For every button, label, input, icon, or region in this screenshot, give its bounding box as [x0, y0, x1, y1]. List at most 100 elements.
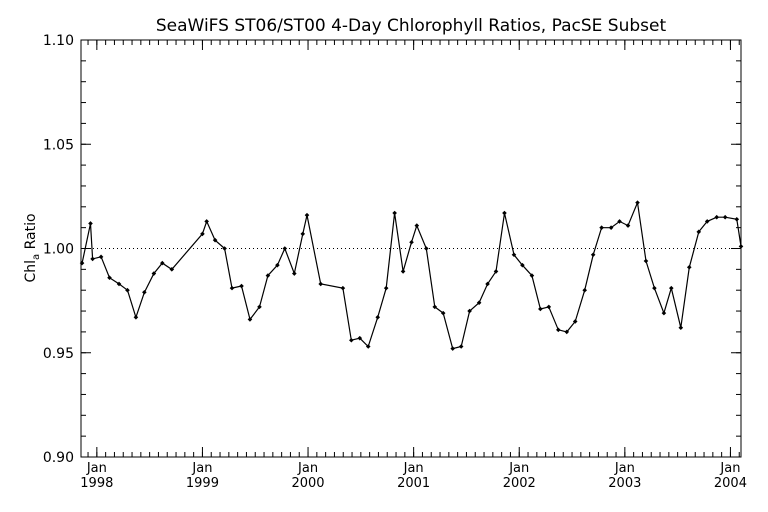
- data-point: [304, 212, 310, 218]
- data-point: [200, 231, 205, 237]
- data-point: [696, 229, 702, 235]
- y-tick-label: 1.10: [43, 33, 74, 49]
- data-point: [318, 281, 324, 287]
- data-point: [282, 246, 288, 251]
- data-point: [678, 325, 684, 331]
- data-point: [392, 210, 397, 216]
- x-tick-year-label: 2002: [503, 476, 536, 491]
- y-axis-label: Chla Ratio: [23, 213, 42, 282]
- data-point: [383, 285, 389, 291]
- data-point: [239, 283, 244, 289]
- data-point: [357, 335, 363, 341]
- data-point: [485, 281, 490, 287]
- data-point: [652, 285, 657, 291]
- data-point: [590, 252, 596, 258]
- data-point: [450, 346, 456, 351]
- x-tick-year-label: 1999: [186, 476, 219, 491]
- data-point: [625, 223, 631, 228]
- data-point: [556, 327, 561, 333]
- x-tick-month-label: Jan: [191, 461, 212, 476]
- x-tick-month-label: Jan: [719, 461, 740, 476]
- x-tick-month-label: Jan: [614, 461, 635, 476]
- data-point: [476, 300, 482, 306]
- data-point: [375, 315, 381, 320]
- data-point: [458, 344, 464, 349]
- data-point: [90, 256, 95, 262]
- data-point: [151, 271, 157, 276]
- data-point: [529, 273, 535, 278]
- data-point: [340, 285, 346, 291]
- x-tick-month-label: Jan: [297, 461, 318, 476]
- data-point: [661, 310, 667, 316]
- data-point: [116, 281, 122, 287]
- data-point: [467, 308, 472, 314]
- data-point: [292, 271, 297, 276]
- data-point: [98, 254, 104, 260]
- y-axis-label-subscript: a: [31, 254, 42, 260]
- data-point: [275, 262, 280, 268]
- data-point: [669, 285, 674, 291]
- data-point: [88, 221, 93, 226]
- data-point: [714, 214, 720, 220]
- data-point: [617, 219, 622, 224]
- data-point: [424, 246, 429, 251]
- data-point: [722, 214, 728, 220]
- data-point: [704, 219, 710, 224]
- x-tick-year-label: 2000: [291, 476, 324, 491]
- chart-title: SeaWiFS ST06/ST00 4-Day Chlorophyll Rati…: [156, 16, 667, 36]
- data-point: [142, 289, 147, 295]
- data-point: [300, 231, 306, 237]
- data-point: [520, 262, 525, 268]
- series-line: [81, 200, 742, 350]
- data-point: [734, 217, 740, 222]
- data-point: [643, 258, 649, 264]
- data-point: [564, 329, 570, 335]
- data-point: [511, 252, 517, 258]
- data-point: [686, 264, 692, 270]
- data-point: [212, 237, 218, 243]
- data-point: [265, 273, 271, 278]
- data-point: [400, 269, 406, 274]
- data-point: [247, 317, 253, 322]
- x-tick-month-label: Jan: [86, 461, 107, 476]
- x-tick-month-label: Jan: [403, 461, 424, 476]
- data-point: [546, 304, 552, 310]
- data-point: [107, 275, 112, 280]
- data-point: [79, 260, 85, 266]
- y-axis-label-rest: Ratio: [23, 213, 39, 253]
- y-tick-label: 0.90: [43, 450, 74, 466]
- data-point: [222, 246, 227, 251]
- data-point: [440, 310, 446, 316]
- data-point: [572, 319, 578, 324]
- x-tick-month-label: Jan: [508, 461, 529, 476]
- y-tick-label: 1.05: [43, 137, 74, 153]
- y-tick-label: 0.95: [43, 346, 74, 362]
- data-point: [635, 200, 640, 205]
- data-point: [125, 287, 130, 293]
- data-point: [229, 285, 235, 291]
- data-point: [349, 337, 354, 343]
- x-tick-year-label: 2003: [608, 476, 641, 491]
- data-point: [538, 306, 543, 312]
- data-point: [432, 304, 438, 310]
- x-tick-year-label: 1998: [80, 476, 113, 491]
- data-point: [414, 223, 420, 228]
- data-point: [582, 287, 588, 293]
- data-point: [502, 210, 507, 216]
- data-point: [608, 225, 614, 230]
- data-point: [409, 239, 414, 245]
- y-tick-label: 1.00: [43, 242, 74, 258]
- data-point: [599, 225, 604, 230]
- plot-area-frame: [80, 39, 742, 458]
- data-point: [257, 304, 262, 310]
- x-tick-year-label: 2001: [397, 476, 430, 491]
- data-point: [160, 260, 165, 266]
- data-point: [365, 344, 371, 349]
- data-point: [169, 267, 175, 272]
- data-point: [133, 315, 139, 320]
- data-point: [204, 219, 209, 224]
- y-axis-label-main: Chl: [23, 260, 39, 283]
- x-tick-year-label: 2004: [714, 476, 747, 491]
- data-point: [493, 269, 499, 274]
